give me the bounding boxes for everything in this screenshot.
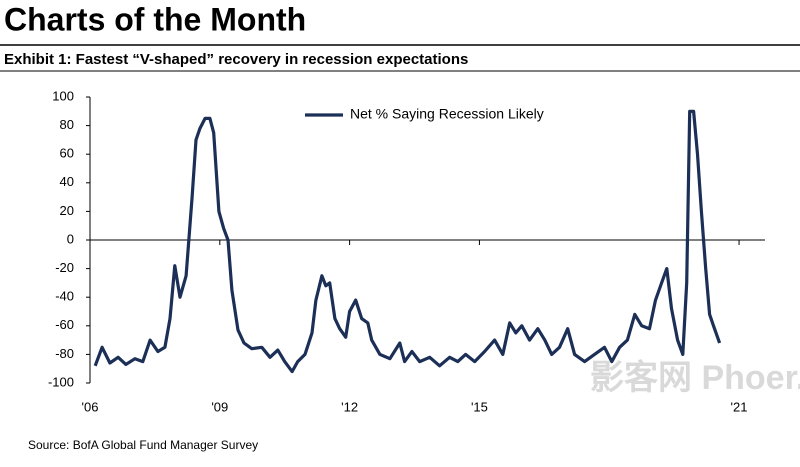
x-tick-label: '15 xyxy=(471,399,488,414)
source: Source: BofA Global Fund Manager Survey xyxy=(28,438,258,452)
y-tick-label: -20 xyxy=(55,260,74,275)
y-tick-label: -60 xyxy=(55,317,74,332)
page-title: Charts of the Month xyxy=(4,1,306,37)
data-line xyxy=(93,109,722,374)
legend-label: Net % Saying Recession Likely xyxy=(350,106,544,122)
y-tick-label: -100 xyxy=(48,374,74,389)
y-tick-label: 20 xyxy=(60,203,74,218)
y-tick-label: -80 xyxy=(55,346,74,361)
y-tick-label: 100 xyxy=(52,88,74,103)
x-tick-label: '09 xyxy=(211,399,228,414)
x-tick-label: '21 xyxy=(731,399,748,414)
watermark: 影客网 Phoer.com xyxy=(590,358,800,397)
x-tick-label: '12 xyxy=(341,399,358,414)
y-tick-label: 0 xyxy=(67,231,74,246)
y-tick-label: -40 xyxy=(55,289,74,304)
y-tick-label: 80 xyxy=(60,117,74,132)
y-tick-label: 40 xyxy=(60,174,74,189)
chart-title: Exhibit 1: Fastest “V-shaped” recovery i… xyxy=(4,51,468,68)
x-tick-label: '06 xyxy=(82,399,99,414)
y-tick-label: 60 xyxy=(60,146,74,161)
